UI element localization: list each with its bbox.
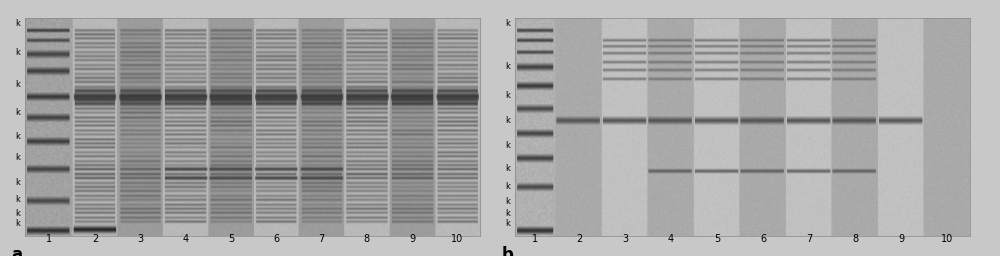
- Text: k: k: [16, 209, 20, 218]
- Text: k: k: [16, 80, 20, 89]
- Text: k: k: [16, 178, 20, 187]
- Text: 10: 10: [451, 234, 464, 244]
- Text: 1: 1: [46, 234, 52, 244]
- Text: k: k: [506, 19, 510, 28]
- Text: a: a: [11, 246, 22, 256]
- Text: k: k: [16, 108, 20, 117]
- Text: k: k: [506, 197, 510, 206]
- Text: 6: 6: [760, 234, 766, 244]
- Text: 7: 7: [319, 234, 325, 244]
- Text: 8: 8: [852, 234, 858, 244]
- Text: 3: 3: [622, 234, 628, 244]
- Text: k: k: [506, 116, 510, 125]
- Text: 5: 5: [714, 234, 720, 244]
- Text: 2: 2: [92, 234, 99, 244]
- Text: k: k: [506, 209, 510, 218]
- Text: 10: 10: [941, 234, 953, 244]
- Text: 7: 7: [806, 234, 812, 244]
- Text: 3: 3: [138, 234, 144, 244]
- Text: k: k: [506, 141, 510, 150]
- Text: 9: 9: [898, 234, 904, 244]
- Text: k: k: [16, 132, 20, 141]
- Text: 9: 9: [409, 234, 415, 244]
- Text: k: k: [506, 219, 510, 228]
- Text: 8: 8: [364, 234, 370, 244]
- Text: k: k: [16, 19, 20, 28]
- Text: k: k: [506, 62, 510, 71]
- Text: k: k: [16, 153, 20, 162]
- Text: 6: 6: [273, 234, 279, 244]
- Text: 4: 4: [668, 234, 674, 244]
- Text: k: k: [16, 48, 20, 57]
- Text: k: k: [506, 164, 510, 173]
- Text: 2: 2: [576, 234, 582, 244]
- Text: k: k: [506, 182, 510, 191]
- Text: k: k: [16, 219, 20, 228]
- Text: k: k: [506, 91, 510, 100]
- Text: 4: 4: [183, 234, 189, 244]
- Text: b: b: [501, 246, 513, 256]
- Text: 1: 1: [532, 234, 539, 244]
- Text: 5: 5: [228, 234, 234, 244]
- Text: k: k: [16, 195, 20, 204]
